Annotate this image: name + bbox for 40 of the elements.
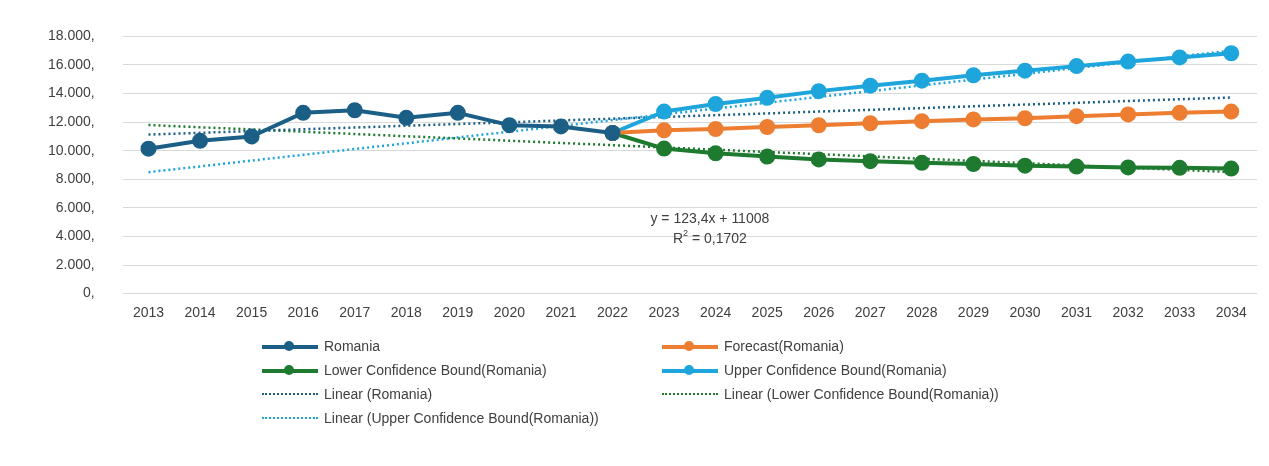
y-tick-label: 6.000,: [55, 198, 95, 215]
x-tick-label: 2020: [493, 303, 526, 320]
x-tick-label: 2030: [1009, 303, 1041, 320]
x-tick-label: 2034: [1215, 303, 1247, 320]
x-tick-label: 2019: [442, 303, 474, 320]
x-tick-label: 2026: [803, 303, 835, 320]
x-tick-label: 2024: [700, 303, 732, 320]
y-tick-label: 0,: [83, 284, 95, 301]
y-tick-label: 12.000,: [47, 112, 95, 129]
legend-label: Forecast(Romania): [724, 338, 844, 354]
x-tick-label: 2032: [1112, 303, 1144, 320]
legend-label: Linear (Lower Confidence Bound(Romania)): [724, 386, 999, 402]
legend-label: Lower Confidence Bound(Romania): [324, 362, 547, 378]
x-tick-label: 2018: [390, 303, 423, 320]
y-tick-label: 18.000,: [47, 27, 95, 44]
x-tick-label: 2017: [339, 303, 371, 320]
x-tick-label: 2023: [648, 303, 680, 320]
legend-label: Romania: [324, 338, 381, 354]
x-tick-label: 2016: [287, 303, 319, 320]
x-tick-label: 2028: [906, 303, 938, 320]
y-tick-label: 8.000,: [55, 170, 95, 187]
x-tick-label: 2022: [596, 303, 629, 320]
x-tick-label: 2014: [184, 303, 216, 320]
x-tick-label: 2027: [854, 303, 887, 320]
legend-label: Upper Confidence Bound(Romania): [724, 362, 947, 378]
legend-label: Linear (Romania): [324, 386, 433, 402]
x-tick-label: 2021: [545, 303, 577, 320]
y-tick-label: 16.000,: [47, 55, 95, 72]
y-tick-label: 2.000,: [55, 255, 95, 272]
annotation: y = 123,4x + 11008: [650, 209, 770, 226]
y-tick-label: 14.000,: [47, 84, 95, 101]
x-tick-label: 2015: [236, 303, 268, 320]
y-tick-label: 4.000,: [55, 227, 95, 244]
x-tick-label: 2029: [957, 303, 990, 320]
x-tick-label: 2013: [132, 303, 165, 320]
legend-label: Linear (Upper Confidence Bound(Romania)): [324, 410, 599, 426]
y-tick-label: 10.000,: [47, 141, 95, 158]
x-tick-label: 2033: [1164, 303, 1196, 320]
x-tick-label: 2031: [1060, 303, 1093, 320]
x-tick-label: 2025: [751, 303, 783, 320]
